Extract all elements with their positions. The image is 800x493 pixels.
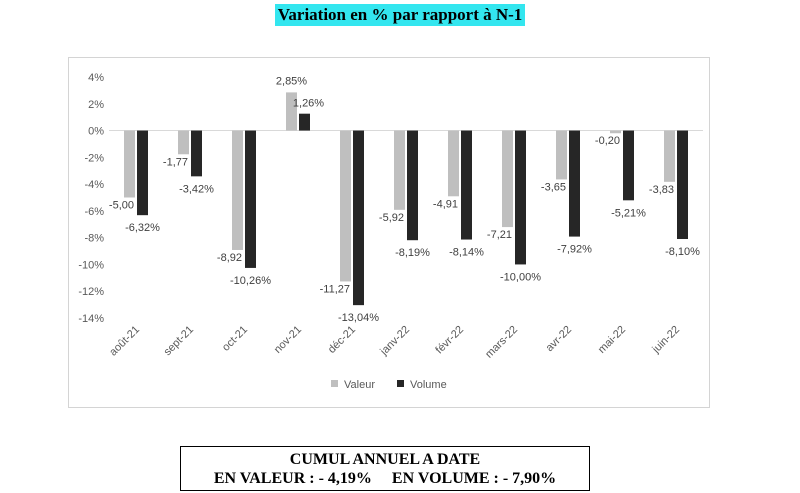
y-tick-label: -14% xyxy=(78,313,104,325)
legend-label-volume: Volume xyxy=(410,379,447,391)
bar-volume xyxy=(245,130,256,268)
bar-valeur xyxy=(340,130,351,282)
y-tick-label: -2% xyxy=(84,152,104,164)
x-category-label: avr-22 xyxy=(544,324,575,355)
bar-volume xyxy=(137,130,148,216)
y-tick-label: -6% xyxy=(84,206,104,218)
y-tick-label: 0% xyxy=(88,126,104,138)
data-label: -4,91 xyxy=(433,198,458,210)
data-label: -3,83 xyxy=(649,184,674,196)
x-category-label: mars-22 xyxy=(483,324,520,361)
data-label: 1,26% xyxy=(293,98,324,110)
y-tick-label: -10% xyxy=(78,259,104,271)
legend-swatch-valeur xyxy=(331,380,338,387)
summary-values: EN VALEUR : - 4,19% EN VOLUME : - 7,90% xyxy=(181,469,589,488)
bar-valeur xyxy=(232,130,243,250)
cumulative-summary: CUMUL ANNUEL A DATE EN VALEUR : - 4,19% E… xyxy=(180,446,590,491)
x-category-label: sept-21 xyxy=(162,324,196,358)
data-label: -6,32% xyxy=(125,222,160,234)
chart-area: 4% 2% 0% -2% -4% -6% -8% -10% -12% -14% -5,00 -6,32… xyxy=(68,57,710,408)
bar-volume xyxy=(515,130,526,265)
data-label: -0,20 xyxy=(595,135,620,147)
bar-volume xyxy=(677,130,688,240)
bar-volume xyxy=(569,130,580,237)
bar-valeur xyxy=(610,130,621,134)
bar-valeur xyxy=(124,130,135,198)
bar-volume xyxy=(623,130,634,201)
summary-volume: EN VOLUME : - 7,90% xyxy=(391,470,557,487)
y-tick-label: 2% xyxy=(88,99,104,111)
bar-valeur xyxy=(448,130,459,197)
data-label: -5,21% xyxy=(611,207,646,219)
y-tick-label: 4% xyxy=(88,72,104,84)
data-label: -11,27 xyxy=(320,283,350,295)
x-category-label: août-21 xyxy=(107,324,142,359)
summary-valeur: EN VALEUR : - 4,19% xyxy=(213,470,372,487)
data-label: -10,26% xyxy=(230,275,271,287)
bar-valeur xyxy=(664,130,675,182)
bar-volume xyxy=(461,130,472,240)
bar-valeur xyxy=(394,130,405,210)
bar-volume xyxy=(299,113,310,131)
chart-title: Variation en % par rapport à N-1 xyxy=(274,4,526,26)
data-label: -7,21 xyxy=(487,229,512,241)
data-label: -8,14% xyxy=(449,247,484,259)
summary-heading: CUMUL ANNUEL A DATE xyxy=(289,451,481,468)
y-tick-label: -4% xyxy=(84,179,104,191)
x-category-label: nov-21 xyxy=(272,324,304,356)
data-label: -7,92% xyxy=(557,244,592,256)
data-label: -8,19% xyxy=(395,247,430,259)
data-label: -13,04% xyxy=(338,312,379,324)
bar-valeur xyxy=(286,92,297,131)
data-label: -1,77 xyxy=(163,156,188,168)
bar-valeur xyxy=(178,130,189,155)
title-wrap: Variation en % par rapport à N-1 xyxy=(0,4,800,26)
bar-volume xyxy=(353,130,364,306)
data-label: -8,92 xyxy=(217,252,242,264)
bar-valeur xyxy=(556,130,567,180)
bar-volume xyxy=(191,130,202,177)
data-label: -8,10% xyxy=(665,246,700,258)
data-label: -5,92 xyxy=(379,212,404,224)
x-category-label: févr-22 xyxy=(433,324,466,357)
y-tick-label: -12% xyxy=(78,286,104,298)
x-category-label: mai-22 xyxy=(596,324,628,356)
y-tick-label: -8% xyxy=(84,233,104,245)
legend-label-valeur: Valeur xyxy=(344,379,375,391)
data-label: -3,65 xyxy=(541,181,566,193)
x-category-label: oct-21 xyxy=(220,324,250,354)
x-category-label: janv-22 xyxy=(377,324,412,359)
data-label: -3,42% xyxy=(179,183,214,195)
bar-valeur xyxy=(502,130,513,228)
data-label: 2,85% xyxy=(276,75,307,87)
x-category-label: juin-22 xyxy=(650,324,683,357)
data-label: -5,00 xyxy=(109,200,134,212)
x-category-label: déc-21 xyxy=(326,324,358,356)
bar-chart: 4% 2% 0% -2% -4% -6% -8% -10% -12% -14% -5,00 -6,32… xyxy=(78,72,703,391)
bar-volume xyxy=(407,130,418,241)
data-label: -10,00% xyxy=(500,271,541,283)
legend-swatch-volume xyxy=(397,380,404,387)
